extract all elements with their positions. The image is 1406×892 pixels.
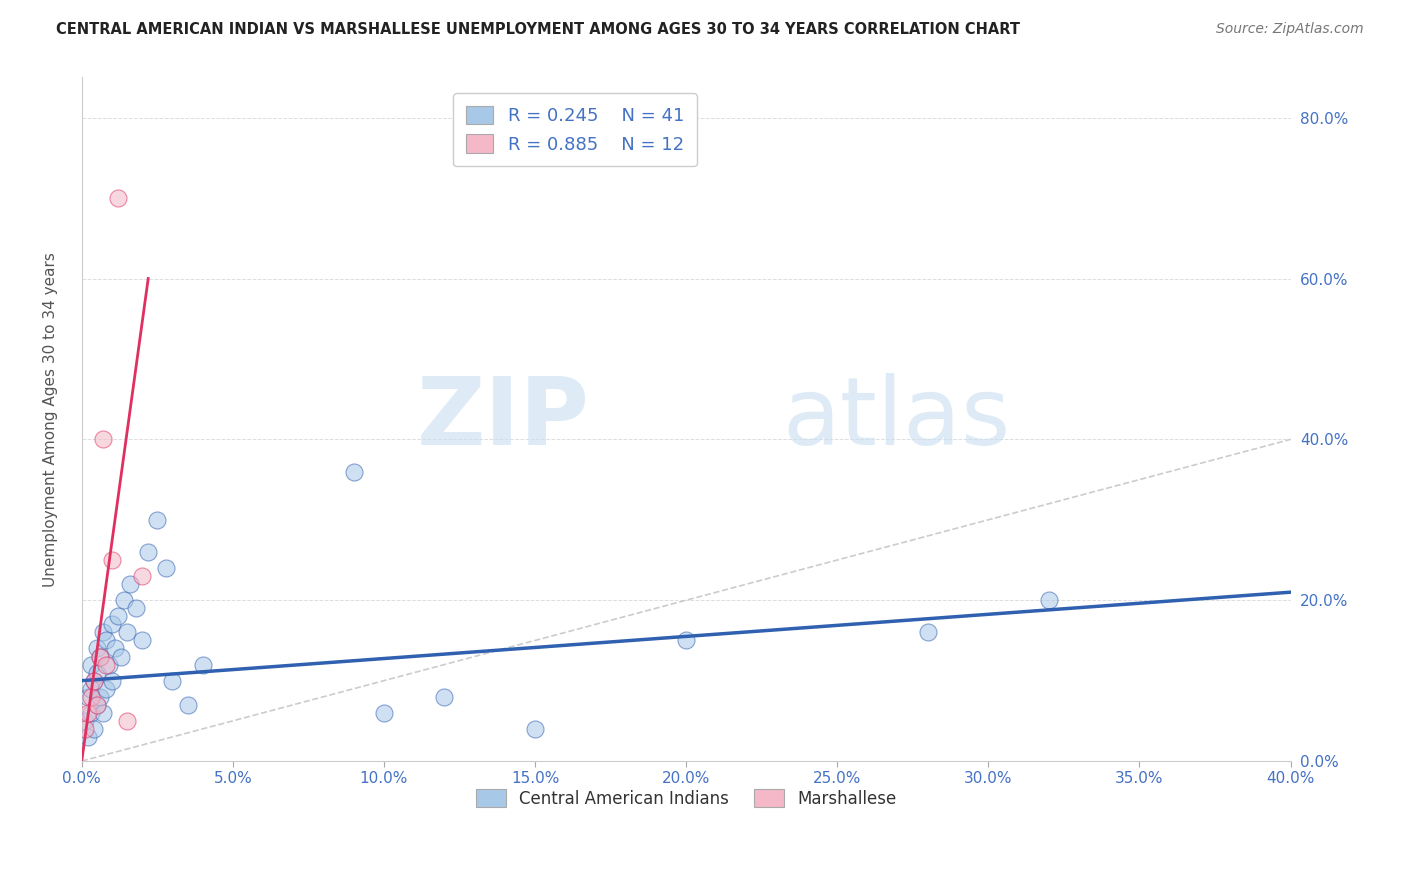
Point <box>115 714 138 728</box>
Point <box>104 641 127 656</box>
Point <box>89 649 111 664</box>
Point <box>73 714 96 728</box>
Point <box>94 681 117 696</box>
Point <box>91 625 114 640</box>
Point <box>83 722 105 736</box>
Point <box>176 698 198 712</box>
Text: ZIP: ZIP <box>416 373 589 466</box>
Point <box>155 561 177 575</box>
Y-axis label: Unemployment Among Ages 30 to 34 years: Unemployment Among Ages 30 to 34 years <box>44 252 58 587</box>
Text: Source: ZipAtlas.com: Source: ZipAtlas.com <box>1216 22 1364 37</box>
Point <box>107 609 129 624</box>
Point <box>89 649 111 664</box>
Point <box>101 617 124 632</box>
Point <box>115 625 138 640</box>
Point <box>97 657 120 672</box>
Point <box>86 665 108 680</box>
Point <box>524 722 547 736</box>
Point <box>136 545 159 559</box>
Point <box>433 690 456 704</box>
Point <box>112 593 135 607</box>
Point <box>73 722 96 736</box>
Point <box>917 625 939 640</box>
Point <box>83 673 105 688</box>
Point <box>91 433 114 447</box>
Point <box>101 673 124 688</box>
Point <box>76 690 98 704</box>
Point <box>80 690 103 704</box>
Point <box>83 673 105 688</box>
Point <box>146 513 169 527</box>
Point <box>162 673 184 688</box>
Point <box>191 657 214 672</box>
Point <box>107 191 129 205</box>
Point <box>120 577 142 591</box>
Point <box>373 706 395 720</box>
Point <box>80 657 103 672</box>
Point <box>94 657 117 672</box>
Legend: Central American Indians, Marshallese: Central American Indians, Marshallese <box>470 783 903 814</box>
Point <box>86 698 108 712</box>
Point <box>110 649 132 664</box>
Point <box>89 690 111 704</box>
Point <box>86 698 108 712</box>
Point <box>76 730 98 744</box>
Point <box>131 569 153 583</box>
Text: atlas: atlas <box>783 373 1011 466</box>
Point <box>101 553 124 567</box>
Point <box>80 681 103 696</box>
Point <box>125 601 148 615</box>
Point <box>1038 593 1060 607</box>
Point <box>86 641 108 656</box>
Point <box>76 706 98 720</box>
Point <box>675 633 697 648</box>
Point <box>91 706 114 720</box>
Point <box>131 633 153 648</box>
Point <box>94 633 117 648</box>
Text: CENTRAL AMERICAN INDIAN VS MARSHALLESE UNEMPLOYMENT AMONG AGES 30 TO 34 YEARS CO: CENTRAL AMERICAN INDIAN VS MARSHALLESE U… <box>56 22 1021 37</box>
Point <box>80 706 103 720</box>
Point <box>343 465 366 479</box>
